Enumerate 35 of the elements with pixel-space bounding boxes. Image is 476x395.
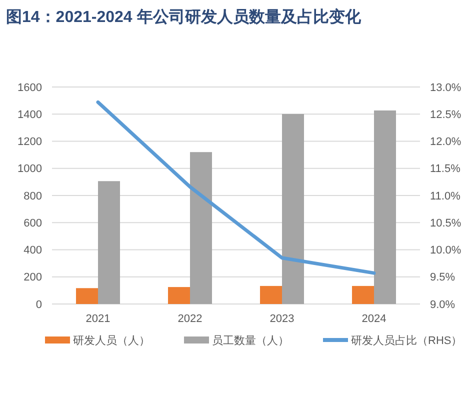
y-tick-label: 800: [24, 190, 42, 202]
y-tick-label: 1600: [18, 82, 42, 94]
y2-tick-label: 9.0%: [430, 298, 456, 311]
bar: [190, 152, 212, 304]
bar: [76, 288, 98, 304]
legend-label: 员工数量（人）: [212, 334, 289, 347]
bar: [352, 286, 374, 304]
y-tick-label: 400: [24, 244, 42, 257]
y-tick-label: 0: [36, 298, 42, 311]
bar: [260, 286, 282, 304]
y-tick-label: 1200: [18, 136, 42, 148]
y2-tick-label: 13.0%: [430, 82, 462, 94]
bar: [282, 114, 304, 304]
x-tick-label: 2021: [86, 313, 110, 325]
chart-title: 图14：2021-2024 年公司研发人员数量及占比变化: [6, 8, 362, 26]
y2-tick-label: 10.5%: [430, 217, 462, 230]
y-tick-label: 1000: [18, 163, 42, 176]
y2-tick-label: 11.5%: [430, 163, 461, 176]
y-tick-label: 200: [24, 272, 42, 284]
bar: [168, 287, 190, 304]
y2-tick-label: 12.0%: [430, 136, 462, 148]
y-tick-label: 600: [24, 217, 42, 230]
x-tick-label: 2023: [270, 313, 294, 325]
line-series: [96, 100, 376, 275]
y2-tick-label: 9.5%: [430, 272, 456, 284]
legend-label: 研发人员（人）: [73, 334, 150, 347]
y-tick-label: 1400: [18, 108, 42, 121]
y2-tick-label: 10.0%: [430, 244, 462, 257]
x-tick-label: 2024: [362, 313, 386, 325]
y2-tick-label: 11.0%: [430, 190, 461, 202]
legend-label: 研发人员占比（RHS）: [351, 334, 462, 347]
x-tick-label: 2022: [178, 313, 202, 325]
bar: [374, 110, 396, 304]
y2-tick-label: 12.5%: [430, 108, 462, 121]
bar: [98, 181, 120, 304]
